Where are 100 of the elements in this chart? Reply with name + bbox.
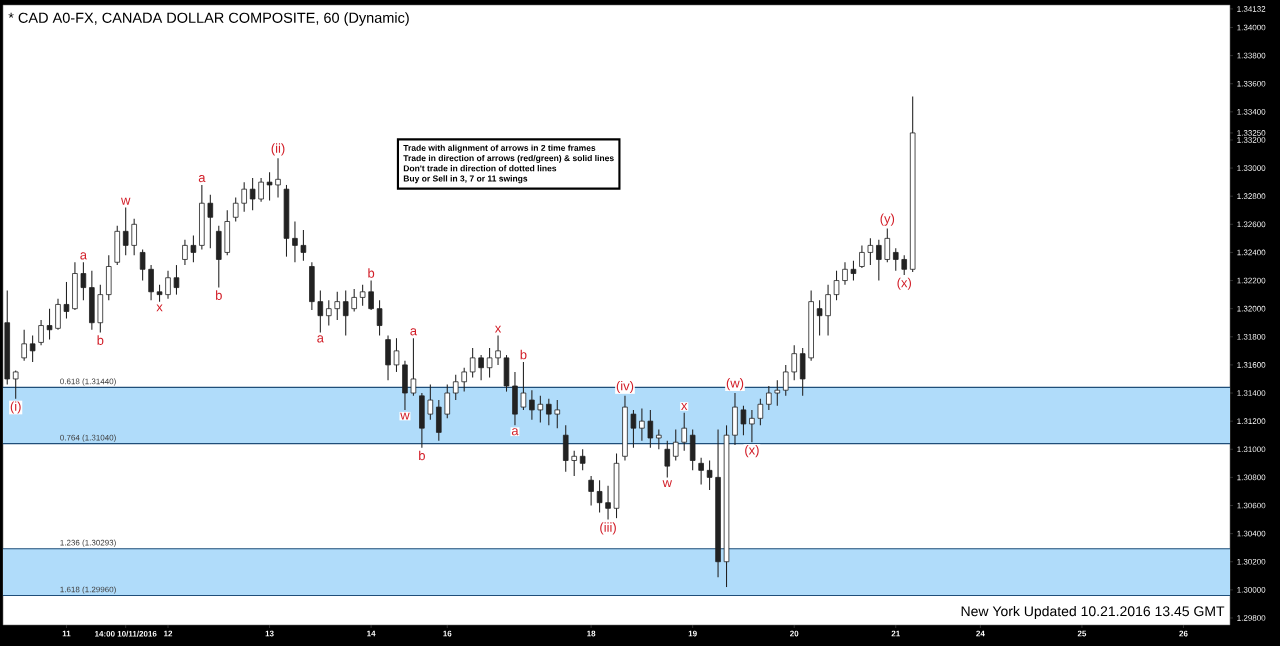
y-tick-label: 1.30600 (1237, 502, 1266, 509)
candlestick (884, 227, 891, 263)
candlestick (444, 384, 451, 419)
ref-line-label: 0.764 (1.31040) (60, 434, 116, 443)
x-tick-label: 20 (790, 630, 799, 637)
text: (ii) (271, 143, 285, 156)
x-tick-label: 18 (587, 630, 596, 637)
candlestick (469, 347, 476, 379)
candlestick (410, 337, 417, 397)
text: x (494, 325, 502, 333)
y-tick-label: 1.31600 (1237, 362, 1266, 368)
candlestick (21, 329, 27, 362)
y-tick-label: 1.33250 (1237, 130, 1266, 136)
text: a (511, 428, 519, 436)
y-tick-label: 1.30400 (1237, 530, 1266, 537)
x-tick-label: 21 (891, 630, 900, 637)
y-tick-label: 1.34000 (1237, 24, 1266, 31)
candlestick (605, 485, 611, 521)
candlestick (850, 260, 857, 282)
y-tick-label: 1.30000 (1237, 587, 1266, 593)
x-tick-label: 26 (1179, 630, 1188, 637)
text: (x) (897, 277, 912, 290)
candlestick (816, 299, 823, 336)
candlestick (537, 395, 544, 424)
y-tick-label: 1.31800 (1237, 333, 1266, 340)
candlestick (249, 177, 256, 211)
y-tick-label: 1.32400 (1237, 249, 1266, 256)
x-tick-label: 25 (1077, 630, 1087, 637)
candlestick (122, 206, 129, 256)
text: a (317, 335, 324, 343)
candlestick (486, 347, 493, 379)
candlestick (520, 361, 527, 411)
candlestick (766, 385, 772, 411)
candlestick (165, 270, 171, 300)
candlestick (698, 457, 704, 485)
candlestick (825, 284, 831, 336)
y-tick-label: 1.29800 (1237, 615, 1266, 621)
chart-title: * CAD A0-FX, CANADA DOLLAR COMPOSITE, 60 (Dynamic) (8, 12, 409, 26)
candlestick (38, 319, 44, 346)
text: w (662, 480, 673, 488)
x-tick-label: 12 (164, 630, 173, 637)
candlestick (791, 344, 797, 381)
candlestick (529, 389, 535, 421)
text: (w) (726, 378, 744, 391)
candlestick (334, 291, 341, 321)
candlestick (740, 405, 747, 436)
candlestick (292, 220, 298, 263)
candlestick (55, 298, 61, 331)
y-tick-label: 1.32600 (1237, 221, 1266, 228)
candlestick (859, 244, 865, 269)
candlestick (173, 264, 180, 296)
y-tick-label: 1.34132 (1237, 6, 1266, 12)
text: (i) (10, 401, 21, 414)
candlestick (29, 334, 36, 363)
candlestick (842, 261, 848, 286)
y-tick-label: 1.30800 (1237, 474, 1266, 481)
y-tick-label: 1.31400 (1237, 390, 1266, 396)
candlestick (630, 409, 637, 449)
candlestick (266, 171, 273, 201)
candlestick (596, 479, 603, 514)
y-tick-label: 1.31000 (1237, 446, 1266, 453)
annotation: Buy or Sell in 3, 7 or 11 swings (403, 175, 528, 184)
text: w (400, 412, 410, 420)
candlestick (546, 398, 552, 426)
text: b (419, 450, 425, 461)
candlestick (833, 270, 840, 301)
candlestick (300, 229, 307, 262)
candlestick (571, 450, 577, 477)
text: w (120, 197, 131, 205)
candlestick (148, 264, 154, 301)
y-tick-label: 1.33000 (1237, 165, 1266, 171)
text: a (198, 175, 206, 183)
candlestick (867, 237, 874, 266)
annotation: New York Updated 10.21.2016 13.45 GMT (961, 605, 1225, 619)
candlestick (393, 337, 400, 373)
text: b (216, 290, 222, 300)
candlestick (681, 412, 687, 452)
candlestick (901, 254, 907, 276)
text: a (80, 252, 88, 260)
annotation: Don't trade in direction of dotted lines (403, 165, 557, 172)
candlestick (182, 239, 188, 266)
candlestick (359, 284, 366, 307)
candlestick (774, 379, 781, 407)
y-tick-label: 1.33200 (1237, 137, 1266, 143)
candlestick (376, 299, 383, 336)
candlestick (241, 181, 247, 213)
y-tick-label: 1.30200 (1237, 558, 1266, 565)
candlestick (892, 247, 899, 272)
ref-line-label: 0.618 (1.31440) (60, 378, 116, 386)
candlestick (63, 281, 70, 320)
y-tick-label: 1.32200 (1237, 277, 1266, 284)
text: (x) (745, 445, 759, 458)
candlestick (478, 354, 484, 381)
annotation: Trade in direction of arrows (red/green) & solid lines (403, 154, 614, 163)
annotation: Trade with alignment of arrows in 2 time frames (403, 144, 596, 153)
candlestick (639, 407, 645, 442)
candlestick (672, 429, 679, 462)
candlestick (757, 398, 764, 426)
candlestick (554, 399, 561, 429)
candlestick (342, 289, 349, 336)
